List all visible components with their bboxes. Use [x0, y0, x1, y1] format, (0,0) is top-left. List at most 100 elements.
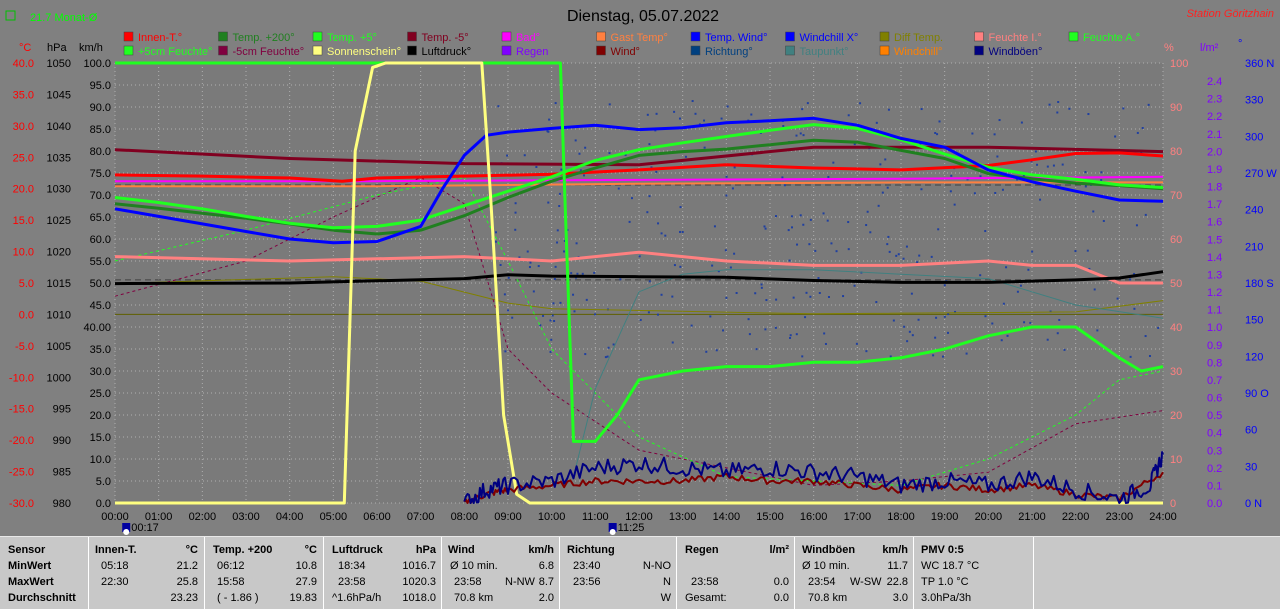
legend-label: Temp. +200° [233, 32, 295, 44]
time-tick-label: 07:00 [407, 511, 435, 523]
speed-tick-label: 70.0 [90, 190, 111, 202]
stats-dir-title: Richtung [567, 544, 615, 556]
rain-tick-label: 0.9 [1207, 340, 1222, 352]
direction-point [537, 265, 540, 268]
direction-point [943, 315, 946, 318]
direction-point [703, 119, 706, 122]
stats-dir-r1-time: 23:40 [573, 560, 601, 572]
speed-tick-label: 80.0 [90, 146, 111, 158]
time-tick-label: 12:00 [625, 511, 653, 523]
temp-tick-label: 30.0 [13, 121, 34, 133]
legend-label: Innen-T.° [138, 32, 182, 44]
series-line [114, 276, 1164, 315]
legend-label: -5cm Feuchte° [233, 46, 305, 58]
direction-point [558, 205, 561, 208]
direction-point [1096, 329, 1099, 332]
direction-point [809, 218, 812, 221]
direction-point [805, 291, 808, 294]
stats-press-unit: hPa [415, 544, 436, 556]
series-line [114, 145, 1164, 167]
weather-chart: 21.7 Monat-Ø Dienstag, 05.07.2022 Statio… [5, 8, 1278, 535]
direction-point [556, 241, 559, 244]
direction-point [1020, 121, 1023, 124]
legend-swatch [312, 45, 323, 56]
direction-point [733, 166, 736, 169]
stats-gust-max-time: 23:54 [808, 576, 836, 588]
direction-point [679, 230, 682, 233]
unit-speed: km/h [79, 42, 103, 54]
direction-point [765, 299, 768, 302]
legend-label: Temp. Wind° [705, 32, 767, 44]
series-line [114, 151, 1164, 183]
time-tick-label: 08:00 [451, 511, 479, 523]
temp-tick-label: -25.0 [9, 467, 34, 479]
direction-point [950, 174, 953, 177]
press-tick-label: 1050 [47, 58, 71, 70]
series-line [573, 269, 1164, 477]
stats-pmv-windchill: WC 18.7 °C [921, 560, 980, 572]
rain-tick-label: 0.5 [1207, 410, 1222, 422]
direction-point [853, 143, 856, 146]
rain-tick-label: 2.0 [1207, 146, 1222, 158]
press-tick-label: 1015 [47, 278, 71, 290]
stats-press-trend: ^1.6hPa/h [332, 592, 382, 604]
stats-col-temp: Temp. +200 °C 06:12 10.8 15:58 27.9 ( - 1.8… [204, 537, 323, 609]
direction-point [1087, 113, 1090, 116]
direction-point [1029, 321, 1032, 324]
direction-point [585, 298, 588, 301]
direction-point [842, 295, 845, 298]
direction-point [1133, 272, 1136, 275]
time-tick-label: 00:00 [101, 511, 129, 523]
series-line [463, 471, 1164, 504]
direction-point [1063, 348, 1066, 351]
direction-point [934, 336, 937, 339]
direction-point [881, 191, 884, 194]
direction-point [789, 334, 792, 337]
stats-wind-max-dir: N-NW [505, 576, 535, 588]
direction-point [1039, 198, 1042, 201]
stats-press-max-time: 23:58 [338, 576, 366, 588]
direction-point [886, 243, 889, 246]
stats-dir-r3-value: W [660, 592, 671, 604]
direction-point [1016, 178, 1019, 181]
speed-tick-label: 95.0 [90, 80, 111, 92]
direction-point [1005, 266, 1008, 269]
direction-point [1006, 334, 1009, 337]
stats-col-gust: Windböen km/h Ø 10 min. 11.7 23:54 W-SW 22.8… [794, 537, 914, 609]
stats-col-dir: Richtung 23:40 N-NO 23:56 N W [559, 537, 677, 609]
speed-tick-label: 65.0 [90, 212, 111, 224]
direction-point [681, 230, 684, 233]
direction-point [725, 296, 728, 299]
direction-point [560, 168, 563, 171]
time-tick-label: 05:00 [320, 511, 348, 523]
time-tick-label: 20:00 [975, 511, 1003, 523]
direction-point [671, 341, 674, 344]
legend-swatch [690, 45, 701, 56]
direction-point [802, 223, 805, 226]
direction-point [1092, 210, 1095, 213]
direction-point [608, 152, 611, 155]
direction-point [946, 331, 949, 334]
stats-pmv-dewpoint: TP 1.0 °C [921, 576, 969, 588]
legend-label: Feuchte A.° [1083, 32, 1140, 44]
direction-point [551, 314, 554, 317]
time-tick-label: 11:00 [582, 511, 609, 523]
direction-point [903, 325, 906, 328]
direction-point [782, 125, 785, 128]
legend-swatch [974, 31, 984, 42]
direction-point [832, 161, 835, 164]
direction-point [1122, 107, 1125, 110]
rain-tick-label: 1.0 [1207, 322, 1222, 334]
speed-tick-label: 30.0 [90, 366, 111, 378]
speed-tick-label: 60.0 [90, 234, 111, 246]
direction-point [722, 329, 725, 332]
legend-label: Wind° [611, 46, 640, 58]
unit-press: hPa [47, 42, 67, 54]
sunrise-icon [123, 529, 130, 535]
direction-point [532, 290, 535, 293]
direction-point [755, 348, 758, 351]
direction-point [966, 178, 969, 181]
rain-tick-label: 0.0 [1207, 498, 1222, 510]
direction-point [612, 343, 615, 346]
direction-point [996, 155, 999, 158]
